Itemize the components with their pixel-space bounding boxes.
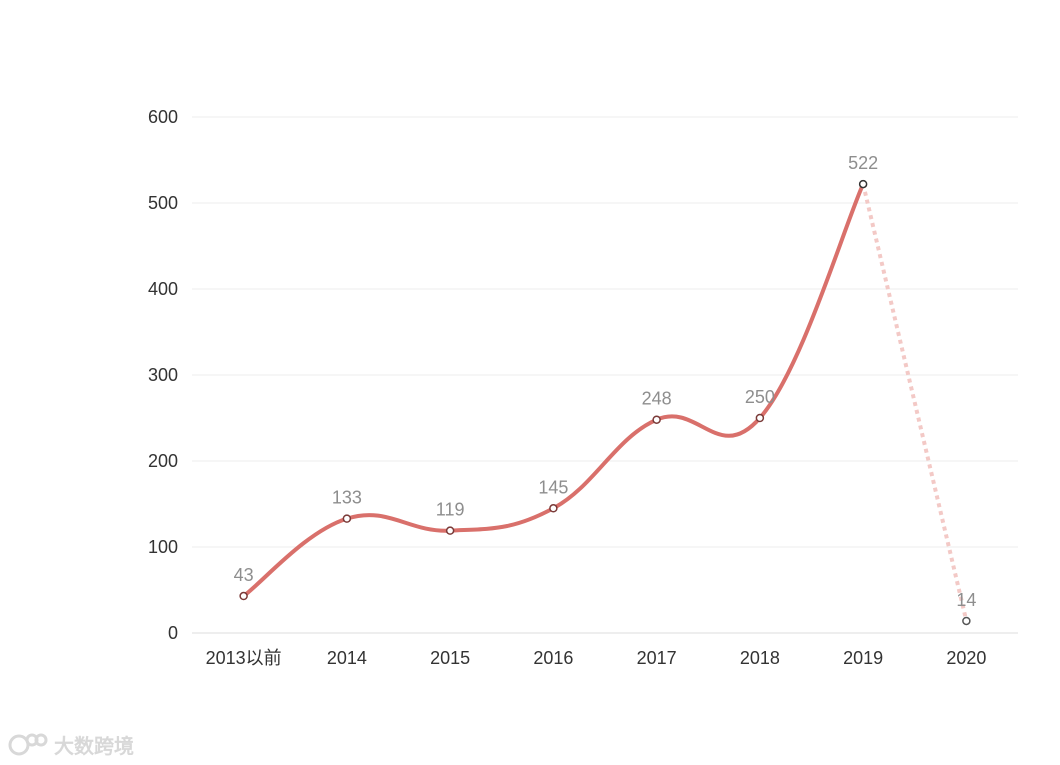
data-labels: 43 133 119 145 248 250 522 14 [234,153,977,610]
data-label: 43 [234,565,254,585]
x-axis-ticks: 2013以前 2014 2015 2016 2017 2018 2019 2020 [206,648,987,668]
y-tick-label: 0 [168,623,178,643]
x-tick-label: 2015 [430,648,470,668]
data-label: 119 [436,500,465,520]
series-line-dotted [861,183,969,622]
x-tick-label: 2018 [740,648,780,668]
x-tick-label: 2019 [843,648,883,668]
data-label: 522 [848,153,878,173]
y-tick-label: 300 [148,365,178,385]
x-tick-label: 2017 [637,648,677,668]
x-tick-label: 2014 [327,648,367,668]
data-label: 145 [538,477,568,497]
data-point [342,514,352,523]
data-label: 133 [332,488,362,508]
data-label: 250 [745,387,775,407]
data-point [652,415,661,424]
data-point [858,179,868,189]
data-label: 248 [642,389,672,409]
data-point [239,591,248,601]
watermark: 大数跨境 [8,730,134,759]
data-point [755,413,765,423]
watermark-text: 大数跨境 [54,734,134,758]
y-tick-label: 500 [148,193,178,213]
logo-icon [8,732,48,758]
series-line [241,182,969,622]
data-points [239,179,971,626]
y-tick-label: 200 [148,451,178,471]
y-axis-ticks: 0 100 200 300 400 500 600 [148,107,178,643]
data-point [962,616,971,626]
y-tick-label: 600 [148,107,178,127]
gridlines [192,116,1018,634]
x-tick-label: 2020 [946,648,986,668]
x-tick-label: 2013以前 [206,648,282,668]
y-tick-label: 400 [148,279,178,299]
data-point [445,526,455,535]
data-point [549,504,558,513]
x-tick-label: 2016 [533,648,573,668]
data-label: 14 [956,590,976,610]
y-tick-label: 100 [148,537,178,557]
